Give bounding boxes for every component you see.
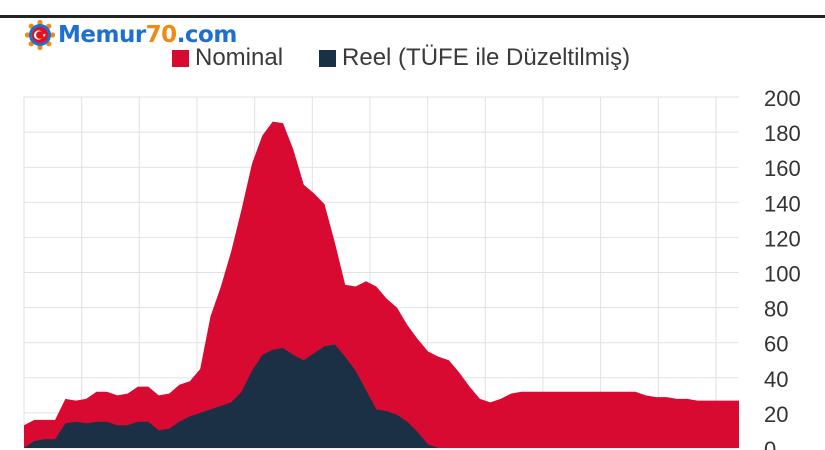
nominal-area: [24, 121, 739, 448]
gear-flag-logo-icon: [24, 19, 56, 51]
y-tick-label: 120: [764, 226, 801, 251]
logo-text-part2: 70: [145, 22, 178, 48]
legend-item-nominal: Nominal: [172, 44, 283, 72]
y-tick-label: 100: [764, 262, 801, 287]
site-logo[interactable]: Memur70.com: [24, 18, 237, 52]
legend-swatch-nominal: [172, 49, 189, 67]
y-tick-label: 160: [764, 156, 801, 181]
legend-label-nominal: Nominal: [195, 44, 284, 71]
y-tick-label: 0: [764, 437, 776, 450]
legend-swatch-real: [319, 49, 337, 67]
y-tick-label: 20: [764, 402, 788, 427]
logo-text: Memur70.com: [58, 22, 237, 48]
y-tick-label: 140: [764, 191, 801, 216]
y-tick-label: 80: [764, 297, 788, 322]
top-rule: [0, 15, 825, 18]
logo-text-part3: .com: [176, 22, 238, 48]
logo-text-part1: Memur: [58, 22, 146, 48]
y-tick-label: 200: [764, 86, 801, 111]
real-area: [24, 344, 739, 448]
legend-label-real: Reel (TÜFE ile Düzeltilmiş): [342, 44, 631, 71]
legend-item-real: Reel (TÜFE ile Düzeltilmiş): [319, 44, 630, 72]
y-tick-label: 60: [764, 332, 788, 357]
chart-legend: Nominal Reel (TÜFE ile Düzeltilmiş): [172, 44, 666, 72]
y-tick-label: 180: [764, 121, 801, 146]
y-tick-label: 40: [764, 367, 788, 392]
